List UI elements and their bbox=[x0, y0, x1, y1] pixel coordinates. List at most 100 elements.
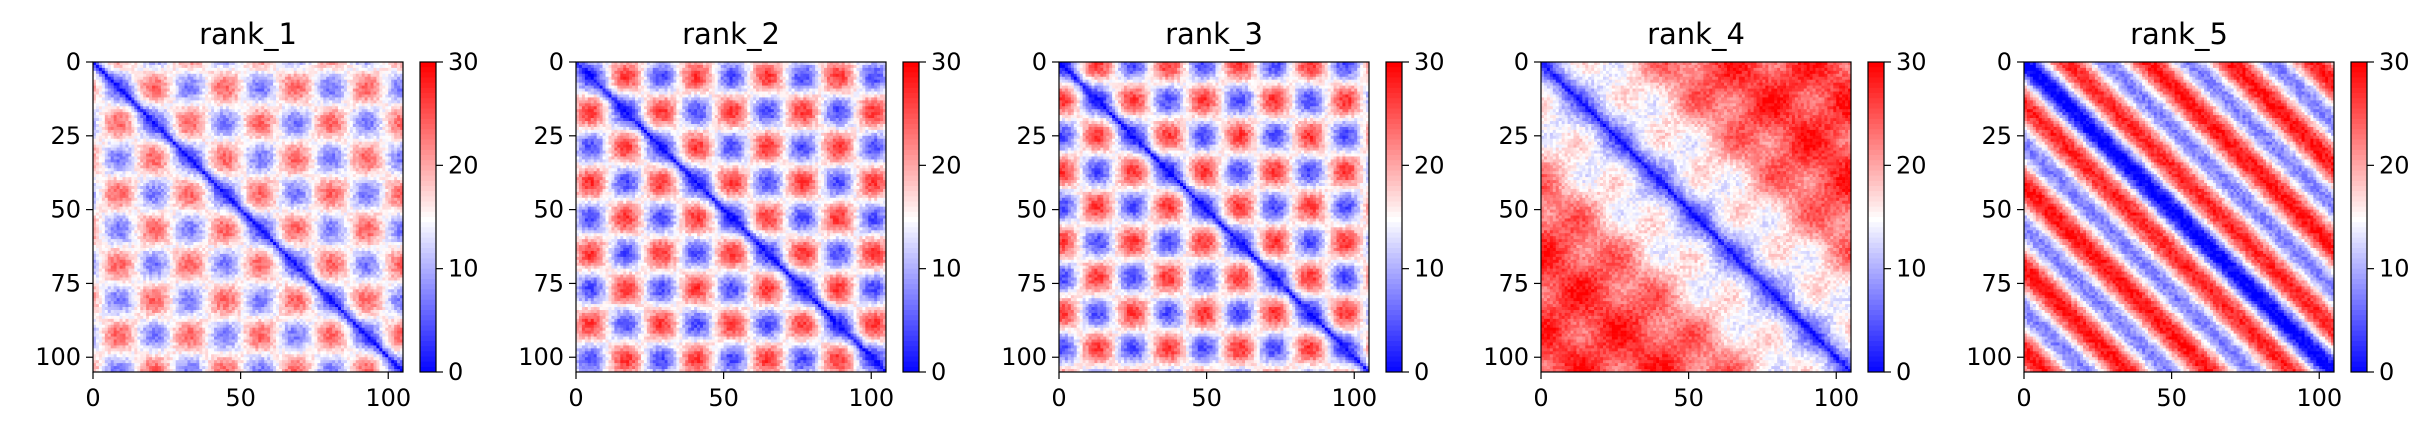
heatmap-cell bbox=[297, 68, 300, 71]
heatmap-cell bbox=[205, 86, 208, 89]
heatmap-cell bbox=[329, 89, 332, 92]
heatmap-cell bbox=[199, 80, 202, 83]
heatmap-cell bbox=[255, 100, 258, 103]
heatmap-cell bbox=[173, 92, 176, 95]
heatmap-cell bbox=[247, 77, 250, 80]
heatmap-cell bbox=[362, 71, 365, 74]
heatmap-cell bbox=[105, 97, 108, 100]
heatmap-cell bbox=[146, 68, 149, 71]
heatmap-cell bbox=[294, 71, 297, 74]
heatmap-cell bbox=[120, 83, 123, 86]
heatmap-cell bbox=[164, 89, 167, 92]
heatmap-cell bbox=[134, 94, 137, 97]
heatmap-cell bbox=[314, 83, 317, 86]
heatmap-cell bbox=[323, 97, 326, 100]
heatmap-cell bbox=[371, 77, 374, 80]
heatmap-cell bbox=[258, 100, 261, 103]
heatmap-cell bbox=[140, 71, 143, 74]
heatmap-cell bbox=[347, 77, 350, 80]
heatmap-cell bbox=[223, 71, 226, 74]
heatmap-cell bbox=[376, 100, 379, 103]
heatmap-cell bbox=[252, 80, 255, 83]
heatmap-cell bbox=[359, 97, 362, 100]
heatmap-cell bbox=[306, 92, 309, 95]
heatmap-cell bbox=[131, 100, 134, 103]
heatmap-cell bbox=[376, 97, 379, 100]
heatmap-cell bbox=[294, 92, 297, 95]
heatmap-cell bbox=[394, 83, 397, 86]
heatmap-cell bbox=[329, 65, 332, 68]
heatmap-cell bbox=[371, 80, 374, 83]
heatmap-cell bbox=[347, 80, 350, 83]
heatmap-cell bbox=[311, 77, 314, 80]
heatmap-cell bbox=[394, 89, 397, 92]
heatmap-cell bbox=[161, 92, 164, 95]
heatmap-cell bbox=[205, 89, 208, 92]
heatmap-cell bbox=[176, 92, 179, 95]
heatmap-cell bbox=[291, 74, 294, 77]
heatmap-cell bbox=[114, 86, 117, 89]
heatmap-cell bbox=[317, 89, 320, 92]
heatmap-cell bbox=[397, 94, 400, 97]
heatmap-cell bbox=[344, 92, 347, 95]
heatmap-cell bbox=[99, 74, 102, 77]
heatmap-cell bbox=[329, 94, 332, 97]
heatmap-cell bbox=[249, 89, 252, 92]
heatmap-cell bbox=[182, 71, 185, 74]
heatmap-cell bbox=[264, 89, 267, 92]
heatmap-cell bbox=[123, 68, 126, 71]
heatmap-cell bbox=[388, 97, 391, 100]
heatmap-cell bbox=[217, 94, 220, 97]
heatmap-cell bbox=[241, 71, 244, 74]
heatmap-cell bbox=[170, 77, 173, 80]
heatmap-cell bbox=[229, 83, 232, 86]
heatmap-cell bbox=[123, 74, 126, 77]
heatmap-cell bbox=[376, 92, 379, 95]
heatmap-cell bbox=[338, 74, 341, 77]
heatmap-cell bbox=[108, 80, 111, 83]
heatmap-cell bbox=[391, 74, 394, 77]
heatmap-cell bbox=[199, 83, 202, 86]
heatmap-cell bbox=[199, 65, 202, 68]
heatmap-cell bbox=[226, 71, 229, 74]
heatmap-cell bbox=[255, 83, 258, 86]
heatmap-cell bbox=[371, 68, 374, 71]
heatmap-cell bbox=[137, 71, 140, 74]
heatmap-cell bbox=[155, 89, 158, 92]
heatmap-cell bbox=[123, 65, 126, 68]
heatmap-cell bbox=[176, 89, 179, 92]
heatmap-cell bbox=[397, 71, 400, 74]
heatmap-cell bbox=[164, 80, 167, 83]
heatmap-cell bbox=[241, 80, 244, 83]
heatmap-cell bbox=[323, 80, 326, 83]
heatmap-cell bbox=[128, 80, 131, 83]
heatmap-cell bbox=[326, 65, 329, 68]
heatmap-cell bbox=[161, 74, 164, 77]
heatmap-cell bbox=[282, 94, 285, 97]
heatmap-cell bbox=[123, 77, 126, 80]
heatmap-cell bbox=[220, 74, 223, 77]
heatmap-cell bbox=[371, 94, 374, 97]
heatmap-cell bbox=[282, 71, 285, 74]
heatmap-cell bbox=[350, 65, 353, 68]
heatmap-cell bbox=[199, 92, 202, 95]
heatmap-cell bbox=[152, 100, 155, 103]
heatmap-cell bbox=[205, 83, 208, 86]
heatmap-cell bbox=[391, 83, 394, 86]
heatmap-cell bbox=[131, 65, 134, 68]
heatmap-cell bbox=[247, 86, 250, 89]
heatmap-cell bbox=[235, 83, 238, 86]
heatmap-cell bbox=[282, 80, 285, 83]
heatmap-cell bbox=[353, 65, 356, 68]
heatmap-cell bbox=[176, 68, 179, 71]
heatmap-cell bbox=[391, 89, 394, 92]
heatmap-cell bbox=[326, 94, 329, 97]
heatmap-cell bbox=[371, 89, 374, 92]
heatmap-cell bbox=[255, 94, 258, 97]
heatmap-cell bbox=[341, 89, 344, 92]
heatmap-cell bbox=[173, 97, 176, 100]
heatmap-cell bbox=[99, 68, 102, 71]
heatmap-cell bbox=[311, 100, 314, 103]
heatmap-cell bbox=[99, 94, 102, 97]
heatmap-cell bbox=[190, 100, 193, 103]
